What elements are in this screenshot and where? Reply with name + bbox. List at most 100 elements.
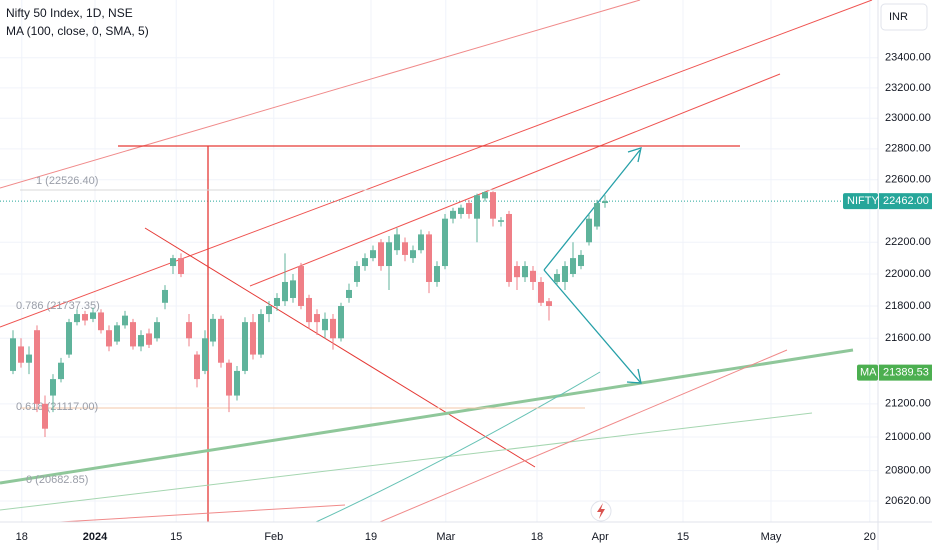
last-price-label: 22462.00	[883, 195, 929, 207]
candle-body	[42, 403, 48, 429]
candle-body	[466, 203, 472, 214]
ma-price-label: 21389.53	[883, 367, 929, 379]
candle-body	[402, 242, 408, 255]
x-tick-label: 2024	[83, 531, 108, 543]
candle-body	[298, 266, 304, 307]
x-tick-label: Apr	[592, 531, 609, 543]
candle-body	[50, 379, 56, 396]
ma-name-box	[857, 364, 878, 381]
y-tick-label: 21000.00	[885, 431, 931, 443]
candle-body	[418, 234, 424, 251]
channel-line	[249, 73, 781, 287]
x-tick-label: 20	[864, 531, 876, 543]
candle-body	[194, 354, 200, 380]
candle-body	[106, 330, 112, 347]
candle-body	[82, 314, 88, 321]
axes: 20620.00 20800.00 21000.00 21200.00 21600.00…	[16, 52, 932, 543]
candle-body	[482, 192, 488, 199]
candle-body	[26, 354, 32, 363]
candle-body	[282, 281, 288, 302]
candle-body	[602, 201, 608, 204]
candle-body	[586, 218, 592, 243]
y-tick-label: 20800.00	[885, 464, 931, 476]
candle-body	[226, 362, 232, 396]
fib-label: 0.786 (21737.35)	[16, 300, 100, 312]
currency-box[interactable]	[880, 3, 928, 31]
candle-body	[522, 266, 528, 278]
candle-body	[306, 297, 312, 323]
candle-body	[130, 322, 136, 347]
x-tick-label: Feb	[264, 531, 283, 543]
x-tick-label: 18	[16, 531, 28, 543]
y-tick-label: 21800.00	[885, 300, 931, 312]
candle-body	[18, 346, 24, 363]
y-tick-label: 23000.00	[885, 112, 931, 124]
candle-body	[266, 306, 272, 315]
candle-body	[562, 266, 568, 282]
y-tick-label: 23400.00	[885, 52, 931, 64]
y-tick-label: 22800.00	[885, 143, 931, 155]
candle-body	[34, 330, 40, 404]
candle-body	[162, 289, 168, 303]
chart-title: Nifty 50 Index, 1D, NSE	[6, 6, 133, 20]
candle-body	[114, 325, 120, 342]
candle-body	[66, 322, 72, 355]
candle-body	[146, 333, 152, 345]
candle-body	[138, 335, 144, 347]
fib-label: 0.618 (21117.00)	[16, 401, 98, 413]
y-tick-label: 21200.00	[885, 398, 931, 410]
candle-body	[370, 250, 376, 259]
last-price-name: NIFTY	[847, 195, 879, 207]
alert-icon-glyph	[597, 503, 605, 519]
y-tick-label: 22600.00	[885, 174, 931, 186]
projection-arrow	[543, 149, 641, 271]
y-tick-label: 22000.00	[885, 268, 931, 280]
candle-body	[90, 312, 96, 319]
ma-curve	[315, 371, 601, 523]
last-price-name-box	[843, 193, 878, 210]
trend-line	[144, 227, 536, 468]
candle-body	[218, 318, 224, 363]
candle-body	[250, 322, 256, 355]
projection-arrow	[543, 269, 641, 383]
channel-line	[0, 0, 641, 189]
candle-body	[338, 306, 344, 339]
candle-body	[58, 362, 64, 380]
x-tick-label: May	[761, 531, 782, 543]
candle-body	[474, 195, 480, 219]
trend-line	[59, 504, 346, 523]
grid	[0, 0, 878, 522]
indicator-label: MA (100, close, 0, SMA, 5)	[6, 24, 149, 38]
candle-body	[458, 207, 464, 214]
y-tick-label: 22200.00	[885, 236, 931, 248]
candle-body	[122, 315, 128, 326]
ma-line	[0, 348, 854, 485]
currency-label[interactable]: INR	[889, 11, 908, 23]
last-price-box	[879, 193, 932, 210]
x-tick-label: 18	[531, 531, 543, 543]
candle-body	[570, 258, 576, 274]
candle-body	[74, 314, 80, 323]
candle-body	[362, 258, 368, 267]
candle-body	[210, 318, 216, 342]
x-tick-label: 15	[677, 531, 689, 543]
x-tick-label: Mar	[436, 531, 455, 543]
candle-body	[434, 266, 440, 282]
ma-name: MA	[860, 367, 877, 379]
x-tick-label: 19	[365, 531, 377, 543]
candle-body	[178, 258, 184, 274]
candle-body	[506, 213, 512, 282]
candle-body	[98, 312, 104, 331]
candle-body	[170, 258, 176, 267]
candle-body	[242, 322, 248, 371]
arrow-head	[626, 368, 642, 384]
candle-body	[290, 280, 296, 298]
candle-body	[530, 270, 536, 282]
candle-body	[154, 322, 160, 339]
candle-body	[578, 254, 584, 267]
candle-body	[538, 281, 544, 303]
candle-body	[394, 234, 400, 251]
candle-body	[490, 192, 496, 219]
ma-line	[0, 412, 813, 511]
